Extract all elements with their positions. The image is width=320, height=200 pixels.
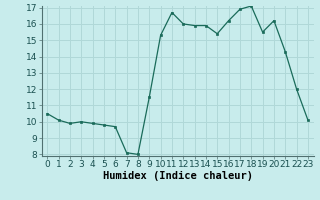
X-axis label: Humidex (Indice chaleur): Humidex (Indice chaleur) bbox=[103, 171, 252, 181]
